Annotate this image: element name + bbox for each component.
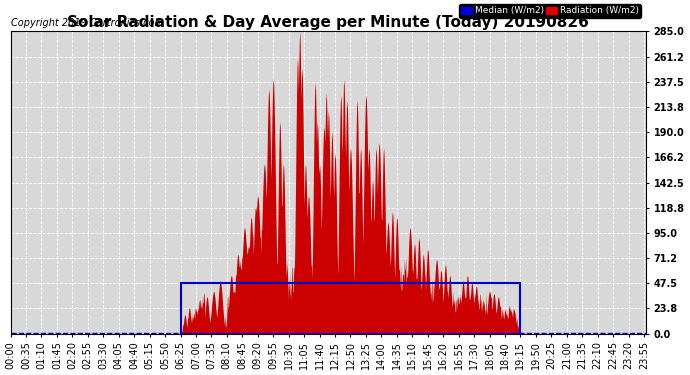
Title: Solar Radiation & Day Average per Minute (Today) 20190826: Solar Radiation & Day Average per Minute… bbox=[67, 15, 589, 30]
Legend: Median (W/m2), Radiation (W/m2): Median (W/m2), Radiation (W/m2) bbox=[459, 4, 641, 18]
Bar bbox=[181, 283, 520, 334]
Text: Copyright 2019 Cartronics.com: Copyright 2019 Cartronics.com bbox=[10, 18, 164, 28]
